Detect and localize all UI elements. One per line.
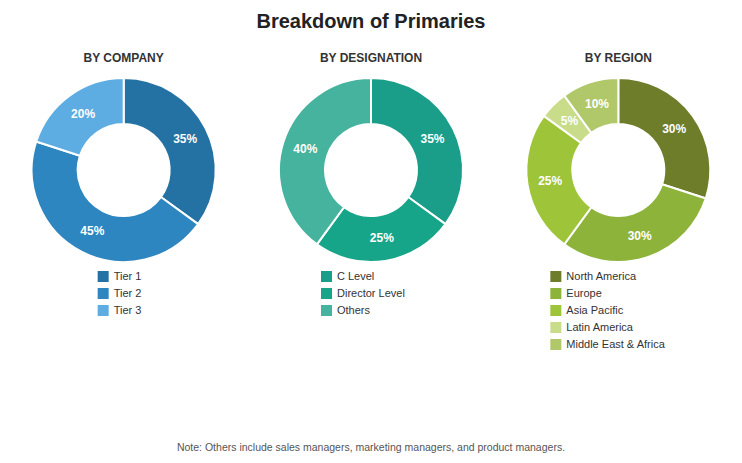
slice bbox=[564, 184, 706, 262]
legend: Tier 1 Tier 2 Tier 3 bbox=[98, 270, 142, 316]
slice bbox=[124, 78, 216, 224]
legend-item: Europe bbox=[550, 287, 601, 299]
legend-label: Others bbox=[337, 304, 371, 316]
data-label: 35% bbox=[420, 132, 444, 146]
data-label: 35% bbox=[173, 132, 197, 146]
slices bbox=[526, 78, 710, 262]
legend-item: Tier 1 bbox=[98, 270, 142, 282]
donut-chart: BY DESIGNATION 35% 25% 40% C Level Director L… bbox=[279, 51, 463, 316]
chart-subtitle: BY REGION bbox=[585, 51, 652, 65]
legend-swatch bbox=[321, 271, 332, 282]
legend-label: Tier 1 bbox=[114, 270, 142, 282]
legend-item: Middle East & Africa bbox=[550, 338, 665, 350]
legend-item: C Level bbox=[321, 270, 374, 282]
legend-item: Tier 3 bbox=[98, 304, 142, 316]
data-label: 30% bbox=[628, 229, 652, 243]
legend-item: Tier 2 bbox=[98, 287, 142, 299]
legend-swatch bbox=[550, 339, 561, 350]
data-label: 10% bbox=[585, 97, 609, 111]
legend-swatch bbox=[550, 322, 561, 333]
legend-label: Europe bbox=[566, 287, 601, 299]
legend-swatch bbox=[98, 305, 109, 316]
data-label: 5% bbox=[561, 114, 579, 128]
legend-label: Director Level bbox=[337, 287, 405, 299]
annotation: Note: Others include sales managers, mar… bbox=[177, 441, 565, 453]
title: Breakdown of Primaries bbox=[257, 10, 486, 32]
legend-item: Director Level bbox=[321, 287, 405, 299]
slices bbox=[32, 78, 216, 262]
chart-canvas: Breakdown of Primaries BY COMPANY 35% 45% 20… bbox=[0, 0, 742, 463]
legend-item: Asia Pacific bbox=[550, 304, 623, 316]
legend-label: North America bbox=[566, 270, 637, 282]
slice bbox=[618, 78, 710, 198]
legend-label: Latin America bbox=[566, 321, 634, 333]
legend-label: Tier 2 bbox=[114, 287, 142, 299]
donut-chart: BY REGION 30% 30% 25% 5% 10% North America Euro… bbox=[526, 51, 710, 350]
data-label: 25% bbox=[370, 231, 394, 245]
legend-label: Middle East & Africa bbox=[566, 338, 665, 350]
data-label: 20% bbox=[71, 107, 95, 121]
legend-swatch bbox=[550, 288, 561, 299]
slice bbox=[36, 78, 123, 156]
data-label: 25% bbox=[538, 174, 562, 188]
legend-swatch bbox=[321, 288, 332, 299]
legend-item: Others bbox=[321, 304, 371, 316]
slice bbox=[371, 78, 463, 224]
legend-swatch bbox=[321, 305, 332, 316]
legend-item: North America bbox=[550, 270, 637, 282]
donut-chart: BY COMPANY 35% 45% 20% Tier 1 Tier 2 Tier 3 bbox=[32, 51, 216, 316]
data-labels: 35% 45% 20% bbox=[71, 107, 197, 238]
legend-swatch bbox=[98, 288, 109, 299]
legend-label: Asia Pacific bbox=[566, 304, 623, 316]
data-label: 45% bbox=[80, 224, 104, 238]
slices bbox=[279, 78, 463, 262]
legend-swatch bbox=[98, 271, 109, 282]
chart-subtitle: BY COMPANY bbox=[84, 51, 164, 65]
legend: North America Europe Asia Pacific Latin Ame… bbox=[550, 270, 665, 350]
data-labels: 30% 30% 25% 5% 10% bbox=[538, 97, 686, 242]
legend-label: C Level bbox=[337, 270, 374, 282]
data-labels: 35% 25% 40% bbox=[293, 132, 444, 245]
legend-swatch bbox=[550, 271, 561, 282]
legend-item: Latin America bbox=[550, 321, 634, 333]
legend: C Level Director Level Others bbox=[321, 270, 405, 316]
data-label: 30% bbox=[662, 122, 686, 136]
chart-subtitle: BY DESIGNATION bbox=[320, 51, 422, 65]
slice bbox=[32, 142, 198, 262]
legend-swatch bbox=[550, 305, 561, 316]
legend-label: Tier 3 bbox=[114, 304, 142, 316]
data-label: 40% bbox=[293, 142, 317, 156]
slice bbox=[279, 78, 371, 244]
